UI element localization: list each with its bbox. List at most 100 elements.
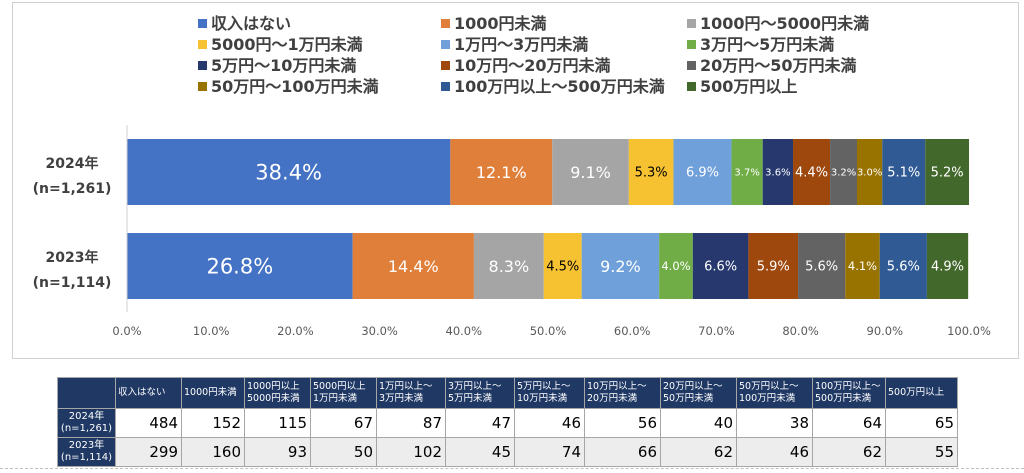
legend: 収入はない 1000円未満 1000円〜5000円未満 5000円〜1万円未満 1万円〜…	[198, 14, 869, 96]
table-header-cell: 5万円以上〜 10万円未満	[514, 377, 585, 409]
bar-segment	[450, 139, 553, 205]
bar-segment	[857, 139, 883, 205]
table-header-row: 収入はない 1000円未満 1000円以上 5000円未満 5000円以上 1万円未満…	[57, 377, 958, 409]
table-cell: 74	[514, 437, 585, 467]
table-cell: 152	[181, 408, 245, 438]
bar-value-label: 4.0%	[661, 259, 690, 273]
bar-value-label: 26.8%	[206, 255, 273, 279]
legend-swatch	[198, 40, 207, 49]
category-label: 2023年	[46, 249, 99, 266]
stacked-bar-chart: 収入はない 1000円未満 1000円〜5000円未満 5000円〜1万円未満 1万円〜…	[33, 14, 991, 338]
legend-swatch	[687, 40, 696, 49]
axes: 0.0% 10.0% 20.0% 30.0% 40.0% 50.0% 60.0% 70.0% 8…	[33, 125, 991, 338]
legend-label: 5万円〜10万円未満	[211, 56, 356, 75]
table-cell: 50	[310, 437, 377, 467]
bar-value-label: 4.9%	[931, 260, 964, 275]
table-header-cell: 1万円以上〜 3万円未満	[376, 377, 446, 409]
table-header-cell: 100万円以上〜 500万円未満	[812, 377, 886, 409]
table-cell: 47	[445, 408, 515, 438]
x-tick-label: 40.0%	[446, 324, 483, 338]
table-cell: 65	[885, 408, 958, 438]
table-cell: 46	[514, 408, 585, 438]
bar-segment	[882, 139, 926, 205]
data-table: 収入はない 1000円未満 1000円以上 5000円未満 5000円以上 1万円未満…	[57, 377, 958, 467]
bar-segment	[692, 233, 749, 299]
x-tick-label: 80.0%	[782, 324, 819, 338]
table-cell: 115	[244, 408, 311, 438]
legend-label: 20万円〜50万円未満	[700, 56, 857, 75]
bar-value-label: 3.7%	[734, 168, 759, 179]
table-row-label: 2023年 (n=1,114)	[57, 437, 116, 467]
category-label: (n=1,261)	[33, 181, 112, 197]
bar-segment	[628, 139, 674, 205]
x-tick-label: 90.0%	[867, 324, 904, 338]
bar-value-label: 38.4%	[255, 161, 322, 185]
bar-value-label: 14.4%	[388, 257, 439, 276]
bar-segment	[830, 139, 858, 205]
category-label: 2024年	[46, 155, 99, 172]
legend-label: 1万円〜3万円未満	[454, 35, 588, 54]
bar-value-label: 12.1%	[476, 163, 527, 182]
table-header-cell: 1000円以上 5000円未満	[244, 377, 311, 409]
table-cell: 93	[244, 437, 311, 467]
table-cell: 40	[660, 408, 737, 438]
table-header-cell: 3万円以上〜 5万円未満	[445, 377, 515, 409]
bar-segment	[581, 233, 660, 299]
legend-label: 500万円以上	[700, 77, 797, 96]
bars: 38.4% 12.1% 9.1% 5.3% 6.9% 3.7% 3.6% 4.4% 3.2% 3.…	[127, 139, 969, 299]
legend-swatch	[441, 40, 450, 49]
bar-segment	[798, 233, 846, 299]
table-cell: 160	[181, 437, 245, 467]
table-cell: 102	[376, 437, 446, 467]
bar-value-label: 3.0%	[857, 168, 882, 179]
x-tick-label: 60.0%	[614, 324, 651, 338]
bar-segment	[473, 233, 544, 299]
legend-swatch	[687, 61, 696, 70]
table-cell: 55	[885, 437, 958, 467]
bar-value-label: 9.1%	[570, 163, 611, 182]
legend-label: 10万円〜20万円未満	[454, 56, 611, 75]
table-cell: 66	[584, 437, 661, 467]
legend-swatch	[198, 61, 207, 70]
x-tick-label: 100.0%	[947, 324, 991, 338]
table-cell: 64	[812, 408, 886, 438]
legend-label: 1000円〜5000円未満	[700, 14, 869, 33]
bar-segment	[352, 233, 474, 299]
table-cell: 38	[736, 408, 813, 438]
bar-segment	[845, 233, 880, 299]
table-header-cell: 10万円以上〜 20万円未満	[584, 377, 661, 409]
bar-segment	[748, 233, 799, 299]
table-cell: 299	[115, 437, 182, 467]
bar-segment	[127, 233, 353, 299]
page-divider	[0, 468, 1024, 469]
bar-value-label: 5.3%	[635, 166, 668, 181]
bar-value-label: 3.2%	[831, 168, 856, 179]
x-tick-label: 30.0%	[361, 324, 398, 338]
table-cell: 62	[660, 437, 737, 467]
x-tick-label: 70.0%	[698, 324, 735, 338]
bar-value-label: 5.1%	[887, 166, 920, 181]
x-tick-label: 20.0%	[277, 324, 314, 338]
legend-swatch	[441, 82, 450, 91]
table-header-cell: 5000円以上 1万円未満	[310, 377, 377, 409]
legend-label: 5000円〜1万円未満	[211, 35, 363, 54]
bar-segment	[543, 233, 582, 299]
table-header-cell: 500万円以上	[885, 377, 958, 409]
legend-swatch	[441, 19, 450, 28]
bar-value-label: 3.6%	[765, 168, 790, 179]
bar-segment	[925, 139, 969, 205]
legend-label: 収入はない	[211, 14, 291, 33]
table-row: 2023年 (n=1,114) 299 160 93 50 102 45 74 66 62 46 62…	[57, 437, 958, 467]
legend-label: 3万円〜5万円未満	[700, 35, 834, 54]
legend-swatch	[441, 61, 450, 70]
table-header-cell: 50万円以上〜 100万円未満	[736, 377, 813, 409]
table-cell: 87	[376, 408, 446, 438]
bar-segment	[673, 139, 732, 205]
table-row: 2024年 (n=1,261) 484 152 115 67 87 47 46 56 40 38 64…	[57, 408, 958, 438]
bar-value-label: 9.2%	[600, 257, 641, 276]
category-label: (n=1,114)	[33, 275, 112, 291]
bar-segment	[793, 139, 831, 205]
table-cell: 56	[584, 408, 661, 438]
bar-value-label: 5.2%	[931, 166, 964, 181]
bar-value-label: 5.6%	[805, 260, 838, 275]
